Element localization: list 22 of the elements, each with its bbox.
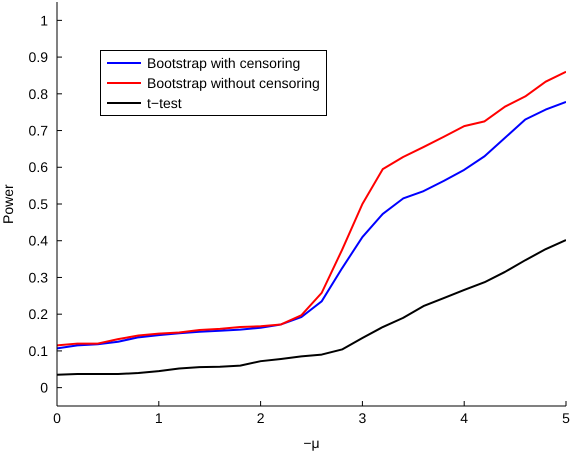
x-tick-label: 5	[562, 410, 570, 426]
x-tick-label: 2	[256, 410, 265, 426]
y-tick-label: 0.9	[28, 49, 48, 66]
x-tick-label: 0	[53, 410, 62, 426]
y-tick-label: 0	[40, 380, 48, 396]
legend-label: Bootstrap without censoring	[147, 75, 320, 91]
y-tick-label: 0.5	[28, 196, 48, 212]
y-tick-label: 0.8	[28, 86, 48, 102]
y-tick-label: 0.7	[28, 122, 48, 139]
legend-label: Bootstrap with censoring	[147, 55, 300, 71]
legend-label: t−test	[147, 95, 182, 111]
y-tick-label: 0.6	[28, 159, 48, 176]
y-tick-label: 0.2	[28, 306, 48, 322]
y-tick-label: 0.1	[28, 342, 48, 359]
x-axis-title: −μ	[303, 435, 320, 451]
y-tick-label: 0.3	[28, 269, 48, 286]
x-tick-label: 3	[358, 410, 366, 426]
y-tick-label: 1	[40, 12, 48, 28]
y-axis-title: Power	[0, 184, 16, 224]
x-tick-label: 4	[460, 410, 468, 426]
x-tick-label: 1	[154, 410, 163, 426]
y-tick-label: 0.4	[28, 232, 48, 249]
